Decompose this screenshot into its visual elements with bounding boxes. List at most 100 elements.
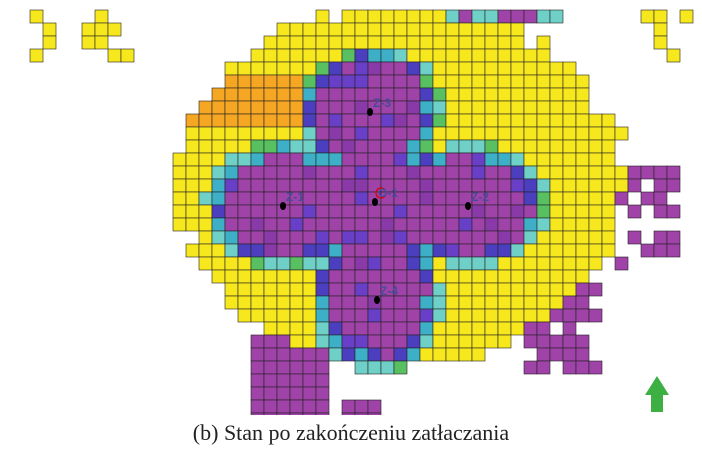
grid-cell <box>498 218 511 231</box>
grid-cell <box>368 23 381 36</box>
grid-cell <box>173 166 186 179</box>
grid-cell <box>550 114 563 127</box>
grid-cell <box>459 49 472 62</box>
grid-cell <box>472 10 485 23</box>
grid-cell <box>329 192 342 205</box>
grid-cell <box>316 348 329 361</box>
grid-cell <box>30 49 43 62</box>
grid-cell <box>277 283 290 296</box>
grid-cell <box>550 257 563 270</box>
caption: (b) Stan po zakończeniu zatłaczania <box>0 420 702 446</box>
grid-cell <box>602 192 615 205</box>
grid-cell <box>251 153 264 166</box>
grid-cell <box>498 270 511 283</box>
grid-cell <box>251 387 264 400</box>
grid-cell <box>290 387 303 400</box>
grid-cell <box>459 296 472 309</box>
grid-cell <box>498 23 511 36</box>
grid-cell <box>446 101 459 114</box>
grid-cell <box>186 244 199 257</box>
grid-cell <box>433 114 446 127</box>
grid-cell <box>407 192 420 205</box>
grid-cell <box>433 257 446 270</box>
grid-cell <box>524 179 537 192</box>
grid-cell <box>212 192 225 205</box>
grid-cell <box>433 192 446 205</box>
grid-cell <box>511 270 524 283</box>
grid-cell <box>472 114 485 127</box>
grid-cell <box>173 179 186 192</box>
grid-cell <box>433 75 446 88</box>
grid-cell <box>394 23 407 36</box>
well-label: Z-4 <box>380 284 398 298</box>
grid-cell <box>433 49 446 62</box>
grid-cell <box>316 36 329 49</box>
grid-cell <box>550 296 563 309</box>
grid-cell <box>186 153 199 166</box>
grid-cell <box>238 140 251 153</box>
grid-cell <box>485 309 498 322</box>
grid-cell <box>290 270 303 283</box>
grid-cell <box>472 231 485 244</box>
grid-cell <box>303 387 316 400</box>
grid-cell <box>589 283 602 296</box>
grid-cell <box>381 10 394 23</box>
grid-cell <box>485 88 498 101</box>
grid-cell <box>303 166 316 179</box>
grid-cell <box>654 205 667 218</box>
grid-cell <box>342 231 355 244</box>
grid-cell <box>498 101 511 114</box>
grid-cell <box>407 36 420 49</box>
grid-cell <box>303 283 316 296</box>
grid-cell <box>303 153 316 166</box>
grid-cell <box>251 400 264 413</box>
grid-cell <box>225 114 238 127</box>
grid-cell <box>641 192 654 205</box>
grid-cell <box>667 205 680 218</box>
grid-cell <box>199 166 212 179</box>
grid-cell <box>498 231 511 244</box>
grid-cell <box>576 75 589 88</box>
grid-cell <box>264 127 277 140</box>
grid-cell <box>381 309 394 322</box>
grid-cell <box>290 400 303 413</box>
grid-cell <box>251 257 264 270</box>
grid-cell <box>238 192 251 205</box>
grid-cell <box>303 88 316 101</box>
grid-cell <box>420 231 433 244</box>
grid-cell <box>537 231 550 244</box>
grid-cell <box>394 335 407 348</box>
grid-cell <box>446 10 459 23</box>
grid-cell <box>550 270 563 283</box>
grid-cell <box>433 10 446 23</box>
grid-cell <box>342 335 355 348</box>
grid-cell <box>238 166 251 179</box>
grid-cell <box>264 257 277 270</box>
grid-cell <box>485 257 498 270</box>
grid-cell <box>225 179 238 192</box>
grid-cell <box>264 322 277 335</box>
grid-cell <box>433 348 446 361</box>
grid-cell <box>316 296 329 309</box>
grid-cell <box>277 322 290 335</box>
grid-cell <box>251 374 264 387</box>
grid-cell <box>433 23 446 36</box>
grid-cell <box>264 153 277 166</box>
grid-cell <box>43 23 56 36</box>
grid-cell <box>225 101 238 114</box>
grid-cell <box>212 205 225 218</box>
grid-cell <box>472 127 485 140</box>
grid-cell <box>368 49 381 62</box>
grid-cell <box>225 257 238 270</box>
grid-cell <box>537 361 550 374</box>
grid-cell <box>238 75 251 88</box>
grid-cell <box>264 283 277 296</box>
grid-cell <box>498 179 511 192</box>
grid-cell <box>316 23 329 36</box>
grid-cell <box>199 101 212 114</box>
grid-cell <box>303 36 316 49</box>
grid-cell <box>446 75 459 88</box>
grid-cell <box>446 23 459 36</box>
grid-cell <box>342 296 355 309</box>
grid-cell <box>368 309 381 322</box>
